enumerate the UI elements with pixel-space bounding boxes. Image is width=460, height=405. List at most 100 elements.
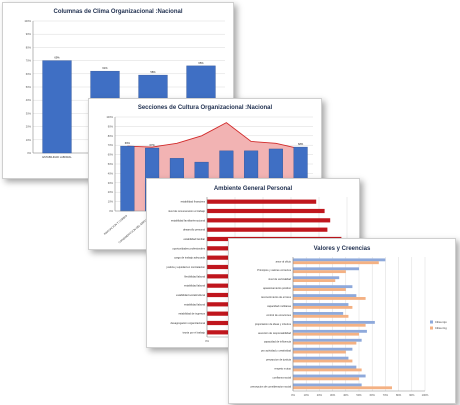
legend-swatch [430,320,433,324]
data-label: 61% [102,66,108,70]
bar [293,297,366,300]
data-label: 69% [125,141,131,145]
y-tick-label: amor al oficio [276,259,292,263]
bar [42,60,72,154]
y-tick-label: 80% [26,45,32,49]
bar [293,323,366,327]
y-tick-label: 50% [108,162,114,166]
bar [293,258,386,262]
x-tick-label: 70% [383,393,389,397]
bar [293,305,353,309]
y-tick-label: percepcion de consideracion social [251,384,292,388]
x-tick-label: 10% [304,393,310,397]
bar [293,329,367,333]
y-tick-label: desagregacion organizacional [171,321,206,325]
legend-label: Clima rojo [435,320,447,324]
bar [293,377,359,381]
y-tick-label: confianza social [273,375,292,379]
bar [293,267,359,271]
chart-card-valores: Valores y Creencias 0% 10% 20% 30% 40% 50% 60%… [228,238,456,404]
x-tick-label: 0% [205,339,209,343]
y-tick-label: propiciacion de ideas y criterios [255,322,292,326]
y-tick-label: 30% [108,181,114,185]
bar [293,383,362,387]
bar [293,332,359,336]
bar [293,347,353,351]
y-tick-label: 70% [108,143,114,147]
x-tick-label: 100% [422,393,429,397]
y-tick-label: carga de trabajo adecuada [174,256,205,260]
bar [293,270,346,274]
y-tick-label: 90% [108,124,114,128]
y-tick-label: 20% [26,125,32,129]
y-tick-label: desarrollo personal [183,228,205,232]
y-tick-label: capacidad multitarea [267,304,291,308]
data-label: 68% [298,142,304,146]
bar [293,294,357,298]
x-tick-label: 60% [370,393,376,397]
y-tick-label: 80% [108,134,114,138]
bar [293,285,353,289]
y-tick-label: capacidad de influencia [264,340,292,344]
bar [293,338,362,342]
y-tick-label: 100% [24,19,31,23]
y-tick-label: percepcion de justicia [266,358,292,362]
bar [293,341,357,345]
line-series [127,122,301,150]
y-tick-label: teoria por el trabajo [183,330,206,334]
y-tick-label: 60% [26,72,32,76]
bar [293,312,344,315]
data-label: 65% [198,61,204,65]
x-tick-label: 50% [356,393,362,397]
y-tick-label: estabilidad laboral [184,302,205,306]
chart-title: Columnas de Clima Organizacional :Nacion… [53,9,182,15]
data-label: 69% [54,56,60,60]
legend-swatch [430,326,433,330]
y-tick-label: justicia y equidad en contratacion [166,265,206,269]
bar [293,320,375,324]
y-tick-label: 30% [26,111,32,115]
y-tick-label: 90% [26,32,32,36]
x-tick-label: 30% [330,393,336,397]
x-tick-label: 80% [396,393,402,397]
y-tick-label: estabilidad social/cultural [176,293,205,297]
bar [293,303,349,306]
bar [293,374,366,378]
bar [293,288,346,291]
bar [207,208,325,214]
y-tick-label: 10% [108,200,114,204]
chart-valores-creencias: Valores y Creencias 0% 10% 20% 30% 40% 50% 60%… [251,246,448,397]
x-tick-label: 90% [409,393,415,397]
chart-title: Ambiente General Personal [214,186,293,192]
bar [293,314,349,318]
x-tick-label: ESTABILIDAD LABORAL [42,155,72,159]
bar [293,386,392,390]
y-tick-label: estabilidad de ingresos [178,312,205,316]
y-tick-label: estabilidad laboral [184,284,205,288]
y-tick-label: estabilidad familiar [184,237,206,241]
y-tick-label: 60% [108,153,114,157]
x-tick-label: 20% [317,393,323,397]
y-tick-label: 50% [26,85,32,89]
x-tick-label: 0% [291,393,295,397]
y-tick-label: Principios y valores correctos [257,268,291,272]
y-tick-label: pro actividad y creatividad [261,349,292,353]
y-tick-label: 10% [26,138,32,142]
y-tick-label: control de emociones [266,313,291,317]
chart-title: Secciones de Cultura Organizacional :Nac… [138,105,273,111]
y-tick-label: 0% [27,151,31,155]
bar [293,350,346,354]
y-tick-label: asuncion de responsabilidad [258,331,291,335]
bar [293,276,340,280]
bar [293,279,336,283]
y-tick-label: estabilidad familiar/emocional [171,218,205,222]
bar [293,365,357,369]
chart-title: Valores y Creencias [314,246,371,252]
y-tick-label: 40% [26,98,32,102]
bar [293,368,362,372]
y-tick-label: respeto mutuo [274,366,291,370]
y-tick-label: apasionamiento positivo [263,286,291,290]
legend-label: Clima ring [435,326,447,330]
x-tick-label: INNOVACION Y CAMBIO [103,214,128,236]
y-tick-label: 20% [108,190,114,194]
